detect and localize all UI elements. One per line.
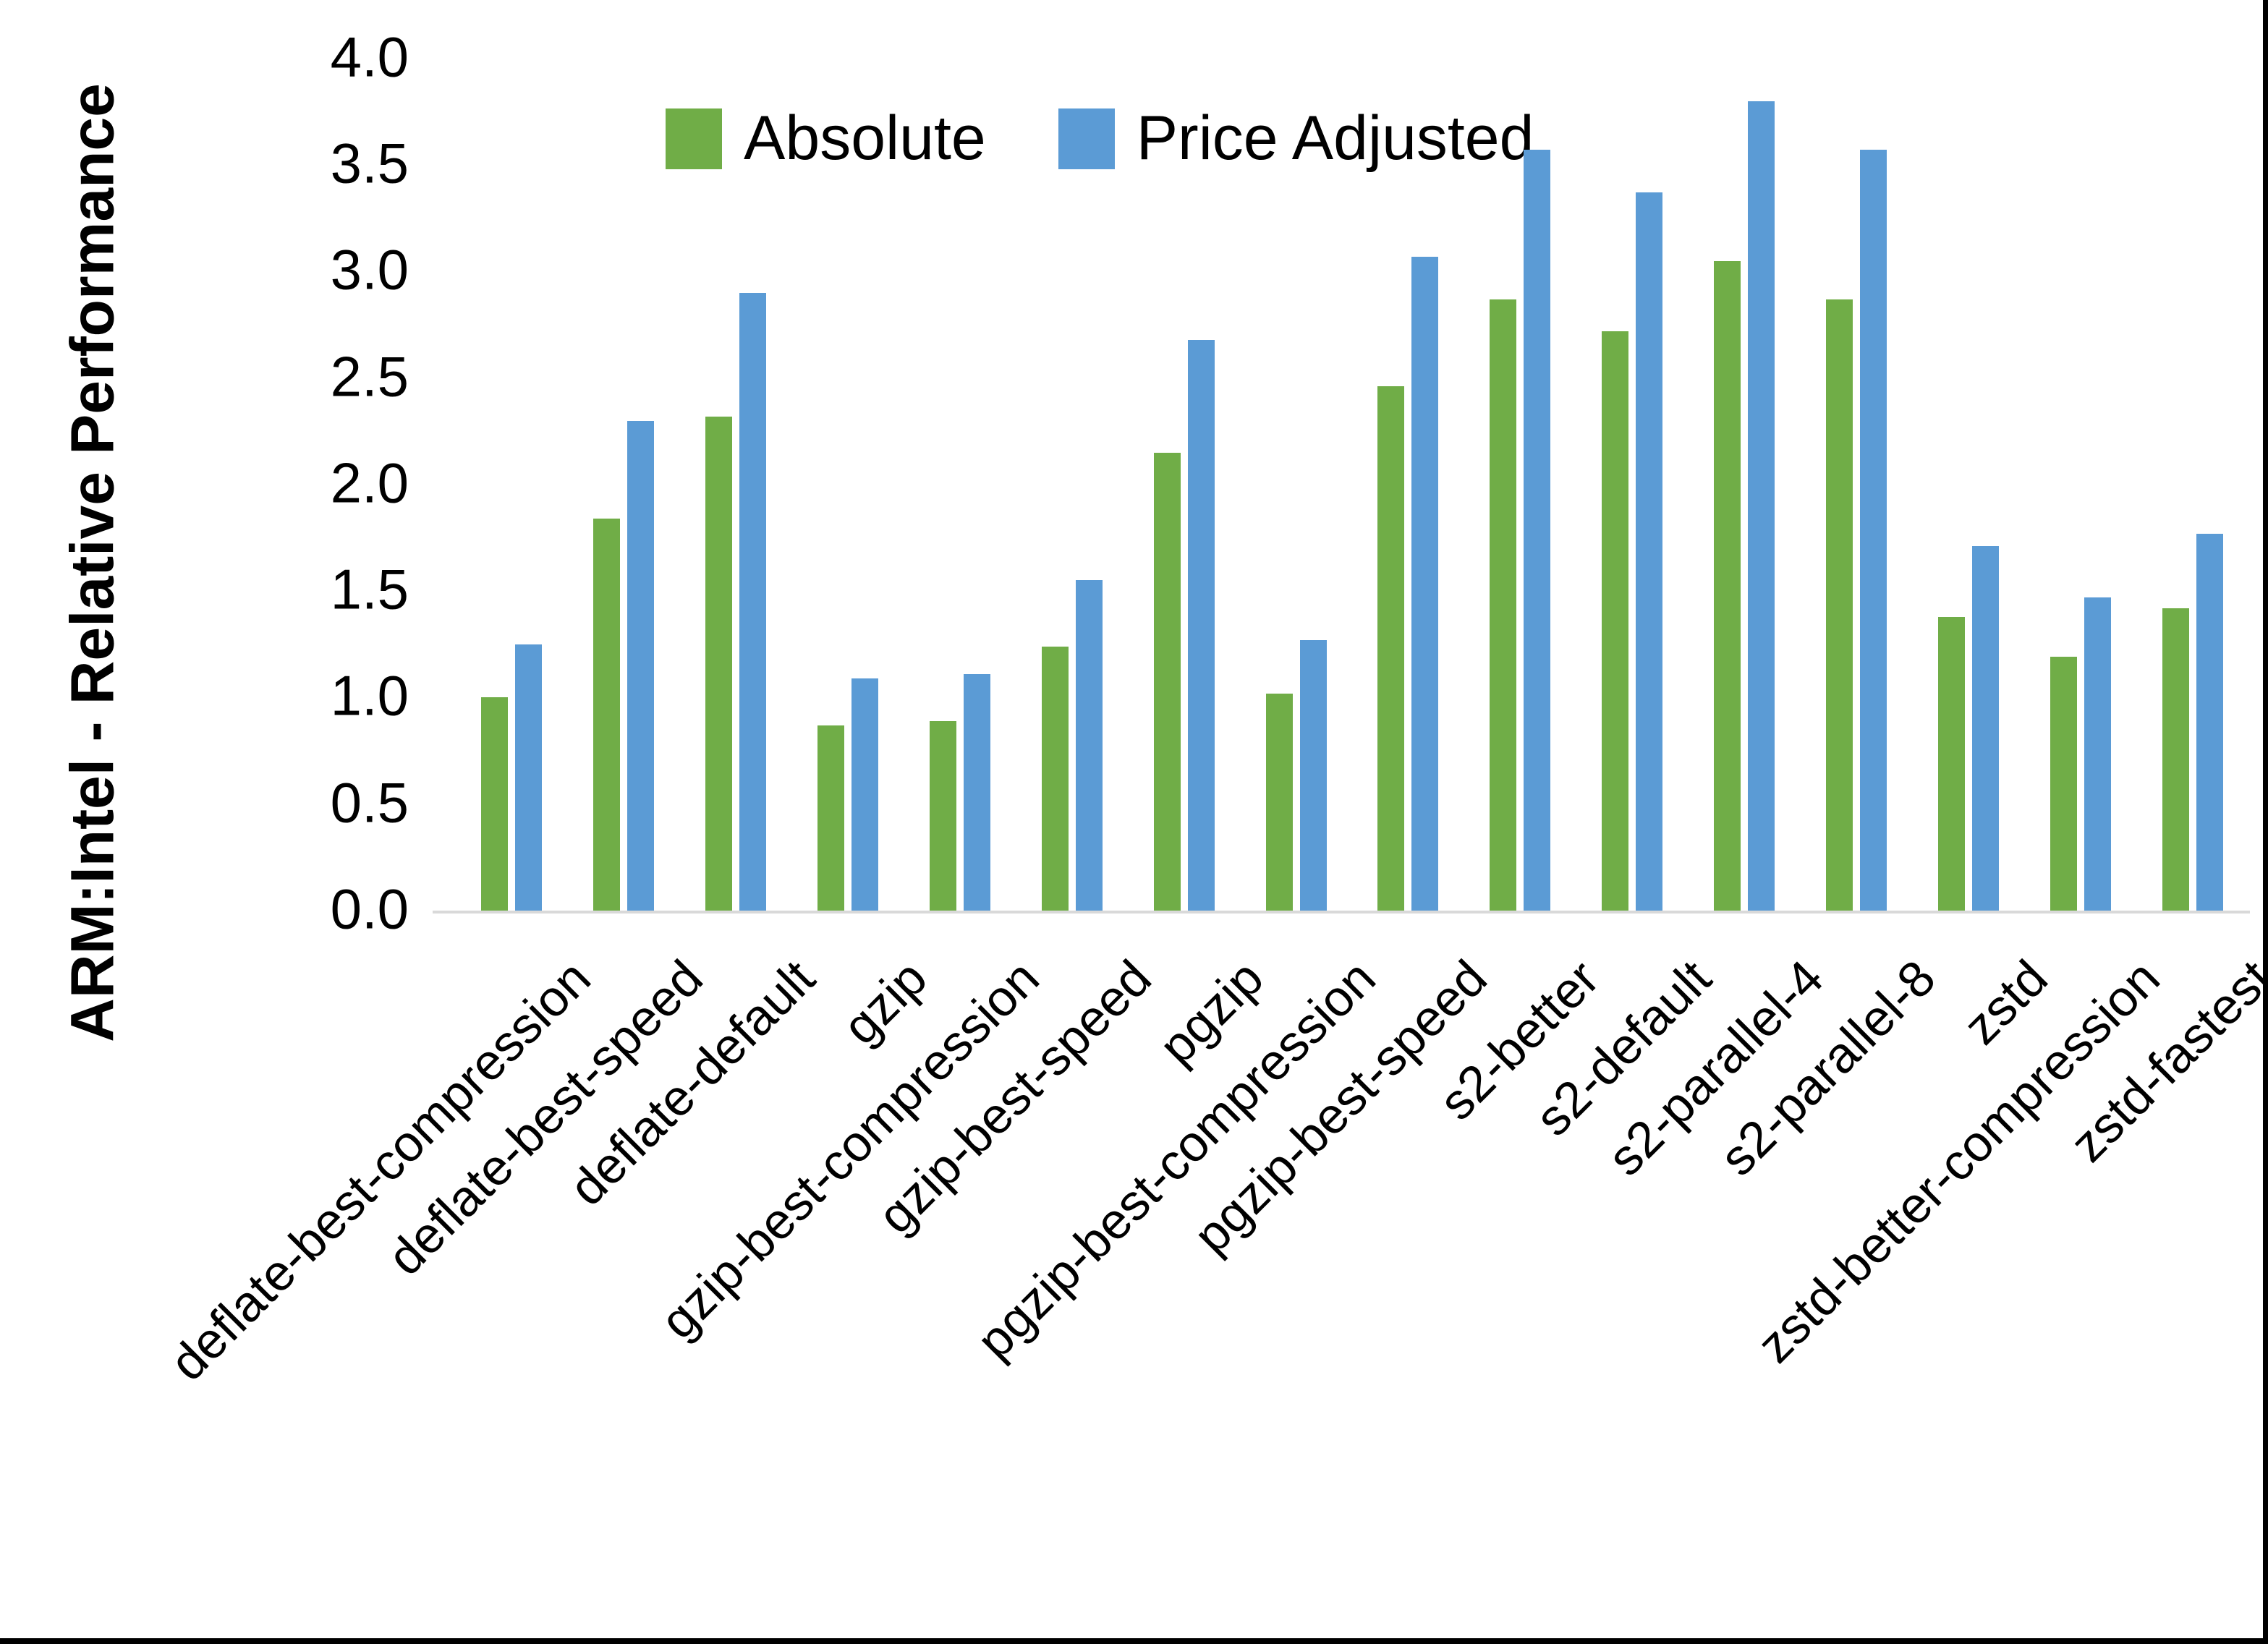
bar-absolute-pgzip-best-compression bbox=[1266, 694, 1293, 911]
legend: Absolute Price Adjusted bbox=[666, 103, 1534, 174]
x-axis-line bbox=[433, 911, 2250, 913]
bar-price-adjusted-gzip bbox=[851, 678, 878, 911]
bar-absolute-zstd-better-compression bbox=[2050, 657, 2077, 911]
bar-price-adjusted-pgzip-best-speed bbox=[1411, 257, 1438, 911]
bar-price-adjusted-s2-parallel-4 bbox=[1748, 101, 1775, 911]
y-tick-0.0: 0.0 bbox=[330, 877, 409, 941]
bar-absolute-pgzip-best-speed bbox=[1377, 386, 1404, 911]
y-tick-1.5: 1.5 bbox=[330, 557, 409, 621]
bar-price-adjusted-gzip-best-compression bbox=[964, 674, 990, 911]
frame-bottom-edge bbox=[0, 1638, 2268, 1644]
bar-absolute-gzip bbox=[817, 725, 844, 911]
y-tick-3.5: 3.5 bbox=[330, 131, 409, 195]
bar-price-adjusted-deflate-best-compression bbox=[515, 644, 542, 911]
bar-absolute-deflate-best-compression bbox=[481, 697, 508, 911]
bar-absolute-gzip-best-speed bbox=[1042, 647, 1069, 911]
bar-price-adjusted-s2-default bbox=[1636, 192, 1662, 911]
legend-item-price-adjusted: Price Adjusted bbox=[1058, 103, 1534, 174]
bar-absolute-zstd bbox=[1938, 617, 1965, 911]
bar-price-adjusted-zstd-fastest bbox=[2196, 534, 2223, 911]
bar-absolute-deflate-default bbox=[705, 417, 732, 911]
bar-price-adjusted-pgzip-best-compression bbox=[1300, 640, 1327, 911]
y-tick-2.5: 2.5 bbox=[330, 344, 409, 409]
legend-label-price-adjusted: Price Adjusted bbox=[1136, 103, 1534, 173]
legend-item-absolute: Absolute bbox=[666, 103, 986, 174]
legend-swatch-absolute bbox=[666, 108, 722, 169]
bar-price-adjusted-s2-parallel-8 bbox=[1860, 150, 1887, 911]
bar-price-adjusted-gzip-best-speed bbox=[1076, 580, 1103, 911]
y-tick-2.0: 2.0 bbox=[330, 451, 409, 515]
legend-label-absolute: Absolute bbox=[744, 103, 986, 173]
bar-absolute-s2-better bbox=[1490, 299, 1516, 911]
bar-absolute-s2-default bbox=[1602, 331, 1628, 911]
y-tick-1.0: 1.0 bbox=[330, 663, 409, 728]
x-label-deflate-best-compression: deflate-best-compression bbox=[158, 949, 601, 1392]
y-tick-4.0: 4.0 bbox=[330, 25, 409, 89]
bar-price-adjusted-deflate-best-speed bbox=[627, 421, 654, 911]
bar-absolute-gzip-best-compression bbox=[930, 721, 956, 911]
bar-absolute-zstd-fastest bbox=[2162, 608, 2189, 911]
y-tick-0.5: 0.5 bbox=[330, 770, 409, 835]
bar-price-adjusted-zstd bbox=[1972, 546, 1999, 911]
bar-price-adjusted-s2-better bbox=[1524, 150, 1550, 911]
bar-absolute-s2-parallel-8 bbox=[1826, 299, 1853, 911]
bar-price-adjusted-pgzip bbox=[1188, 340, 1215, 911]
bar-price-adjusted-zstd-better-compression bbox=[2084, 597, 2111, 911]
bar-absolute-s2-parallel-4 bbox=[1714, 261, 1741, 911]
y-tick-3.0: 3.0 bbox=[330, 237, 409, 302]
frame-right-edge bbox=[2263, 0, 2268, 1644]
bar-price-adjusted-deflate-default bbox=[739, 293, 766, 911]
bar-absolute-pgzip bbox=[1154, 453, 1181, 911]
bar-absolute-deflate-best-speed bbox=[593, 519, 620, 911]
legend-swatch-price-adjusted bbox=[1058, 108, 1115, 169]
